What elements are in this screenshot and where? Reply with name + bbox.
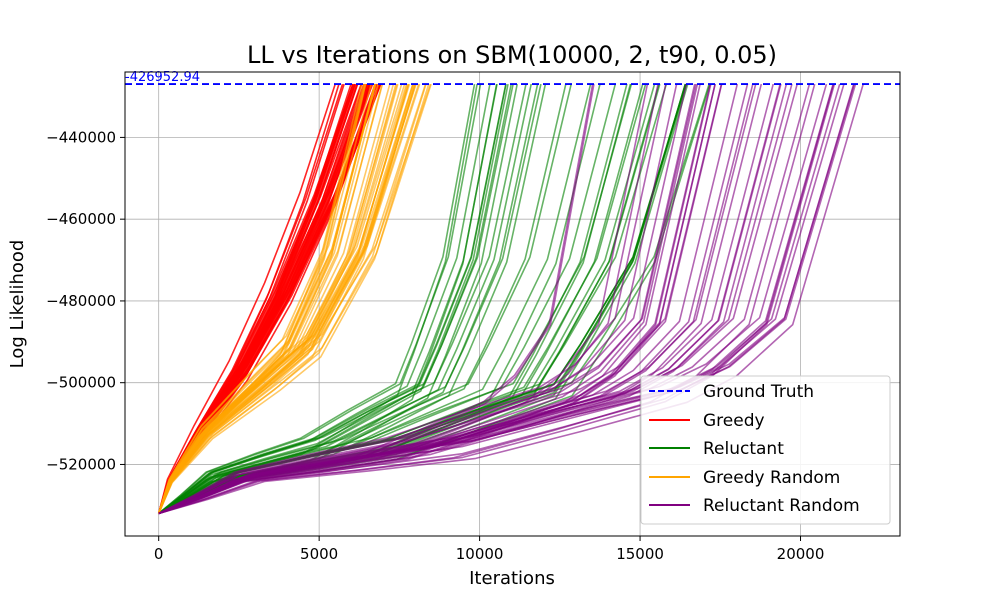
x-tick-label: 0	[154, 545, 164, 563]
series-line	[158, 83, 567, 515]
legend-label-greedy: Greedy	[703, 411, 765, 431]
x-tick-label: 20000	[777, 545, 825, 563]
series-line	[158, 83, 841, 515]
series-line	[158, 83, 482, 515]
y-tick-label: −440000	[46, 128, 116, 146]
y-tick-label: −480000	[46, 292, 116, 310]
x-tick-label: 15000	[616, 545, 664, 563]
y-axis-ticks: −520000 −500000 −480000 −460000 −440000	[46, 128, 125, 473]
series-line	[158, 83, 716, 515]
x-tick-label: 5000	[300, 545, 338, 563]
series-line	[158, 83, 710, 515]
series-line	[157, 83, 399, 514]
x-axis-label: Iterations	[469, 568, 555, 589]
series-line	[157, 83, 377, 514]
series-line	[158, 83, 712, 515]
series-line	[158, 83, 547, 515]
series-line	[158, 83, 774, 515]
legend-label-reluctant: Reluctant	[703, 439, 784, 459]
series-greedy-random	[157, 83, 432, 514]
y-tick-label: −520000	[46, 455, 116, 473]
series-line	[157, 83, 372, 514]
legend-box	[640, 375, 891, 525]
series-line	[158, 83, 667, 515]
y-axis-label: Log Likelihood	[7, 240, 28, 369]
legend-label-ground-truth: Ground Truth	[703, 382, 814, 402]
x-axis-ticks: 0 5000 10000 15000 20000	[154, 536, 824, 563]
plot-area	[124, 71, 901, 537]
series-line	[157, 83, 420, 514]
x-tick-label: 10000	[456, 545, 504, 563]
legend-label-reluctant-random: Reluctant Random	[703, 496, 860, 516]
series-line	[158, 83, 659, 515]
series-line	[157, 83, 336, 514]
y-tick-label: −500000	[46, 374, 116, 392]
y-tick-label: −460000	[46, 210, 116, 228]
series-line	[158, 83, 527, 515]
series-layer	[157, 83, 864, 515]
series-line	[158, 83, 594, 515]
legend: Ground Truth Greedy Reluctant Greedy Ran…	[640, 375, 891, 525]
series-line	[158, 83, 688, 515]
series-reluctant-random	[158, 83, 864, 515]
series-line	[158, 83, 864, 515]
series-line	[158, 83, 542, 515]
chart-title: LL vs Iterations on SBM(10000, 2, t90, 0…	[247, 41, 777, 69]
legend-label-greedy-random: Greedy Random	[703, 468, 840, 488]
ground-truth-layer: -426952.94	[125, 70, 900, 85]
series-line	[158, 83, 696, 515]
series-line	[158, 83, 512, 515]
ground-truth-label: -426952.94	[125, 70, 200, 85]
series-line	[158, 83, 836, 515]
series-line	[158, 83, 507, 515]
